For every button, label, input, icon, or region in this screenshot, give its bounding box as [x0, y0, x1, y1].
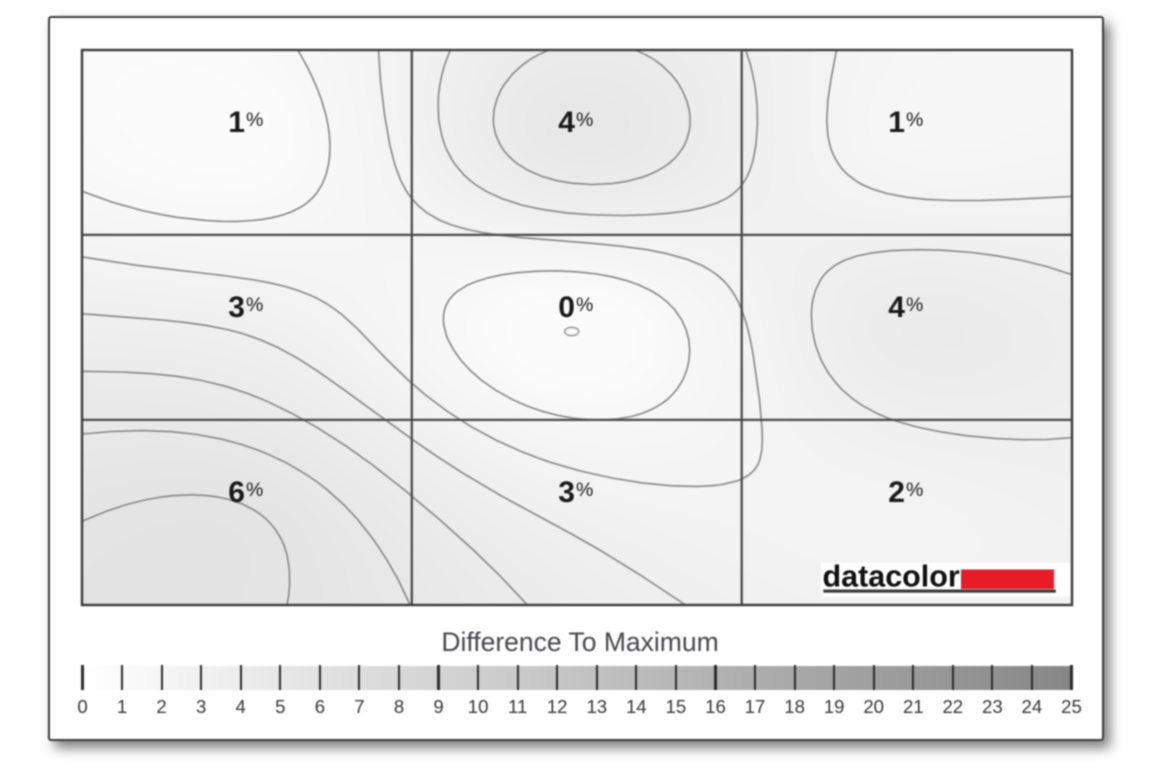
svg-text:%: %: [576, 109, 593, 131]
svg-text:%: %: [906, 479, 923, 501]
svg-text:%: %: [576, 479, 593, 501]
svg-text:3: 3: [228, 291, 245, 324]
svg-text:1: 1: [888, 106, 905, 139]
svg-text:4: 4: [888, 291, 905, 324]
svg-text:2: 2: [888, 476, 905, 509]
svg-text:%: %: [906, 294, 923, 316]
svg-text:%: %: [246, 479, 263, 501]
svg-text:4: 4: [558, 106, 575, 139]
svg-text:%: %: [246, 294, 263, 316]
svg-text:3: 3: [558, 476, 575, 509]
svg-text:1: 1: [228, 106, 245, 139]
svg-text:0: 0: [558, 291, 575, 324]
svg-text:6: 6: [228, 476, 245, 509]
svg-text:%: %: [576, 294, 593, 316]
svg-text:%: %: [906, 109, 923, 131]
svg-text:datacolor: datacolor: [822, 559, 959, 593]
svg-text:%: %: [246, 109, 263, 131]
